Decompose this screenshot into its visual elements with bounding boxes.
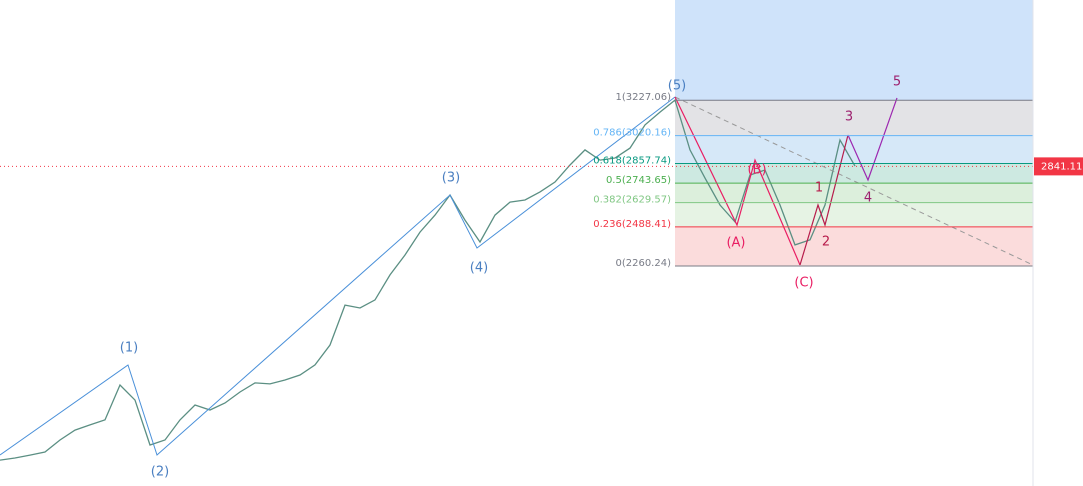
fib-zone [675,183,1033,203]
price-axis: 2841.11 [1034,157,1083,176]
trend-line [674,96,1034,266]
price-line [0,98,856,461]
fib-zone [675,100,1033,136]
extension-zone [675,0,1033,100]
wave-label: (A) [726,236,745,251]
fib-label: 0.618(2857.74) [593,156,671,167]
fib-label: 0.786(3020.16) [593,128,671,139]
correction-line [674,96,801,266]
wave-label: 4 [864,191,872,206]
fib-zone [675,163,1033,184]
wave-label: 5 [893,75,901,90]
wave-label: 3 [845,110,853,125]
drawings [0,96,1034,456]
wave-label: 1 [815,181,823,196]
fib-zone [675,202,1033,227]
projection-line [847,97,898,182]
last-price-box [1034,157,1083,176]
fib-label: 1(3227.06) [615,92,671,103]
wave-label: (2) [151,465,169,480]
fib-label: 0.5(2743.65) [606,175,671,186]
wave-label: (5) [668,79,686,94]
fib-label: 0.236(2488.41) [593,219,671,230]
fib-label: 0(2260.24) [615,258,671,269]
wave-label: (C) [794,276,813,291]
wave-label: 2 [822,235,830,250]
wave-line [0,96,676,456]
wave-label: (B) [747,163,766,178]
price [0,98,1033,461]
wave-label: (3) [442,171,460,186]
wave-label: (1) [120,341,138,356]
wave-label: (4) [470,261,488,276]
fib-levels: 1(3227.06) 0.786(3020.16) 0.618(2857.74) 0.… [593,92,1033,269]
last-price-label: 2841.11 [1041,161,1082,172]
fib-label: 0.382(2629.57) [593,195,671,206]
fib-zone [675,226,1033,266]
minor-line [799,134,849,266]
wave-labels: (1) (2) (3) (4) (5) (A) (B) (C) 1 2 3 4 5 [120,75,901,480]
